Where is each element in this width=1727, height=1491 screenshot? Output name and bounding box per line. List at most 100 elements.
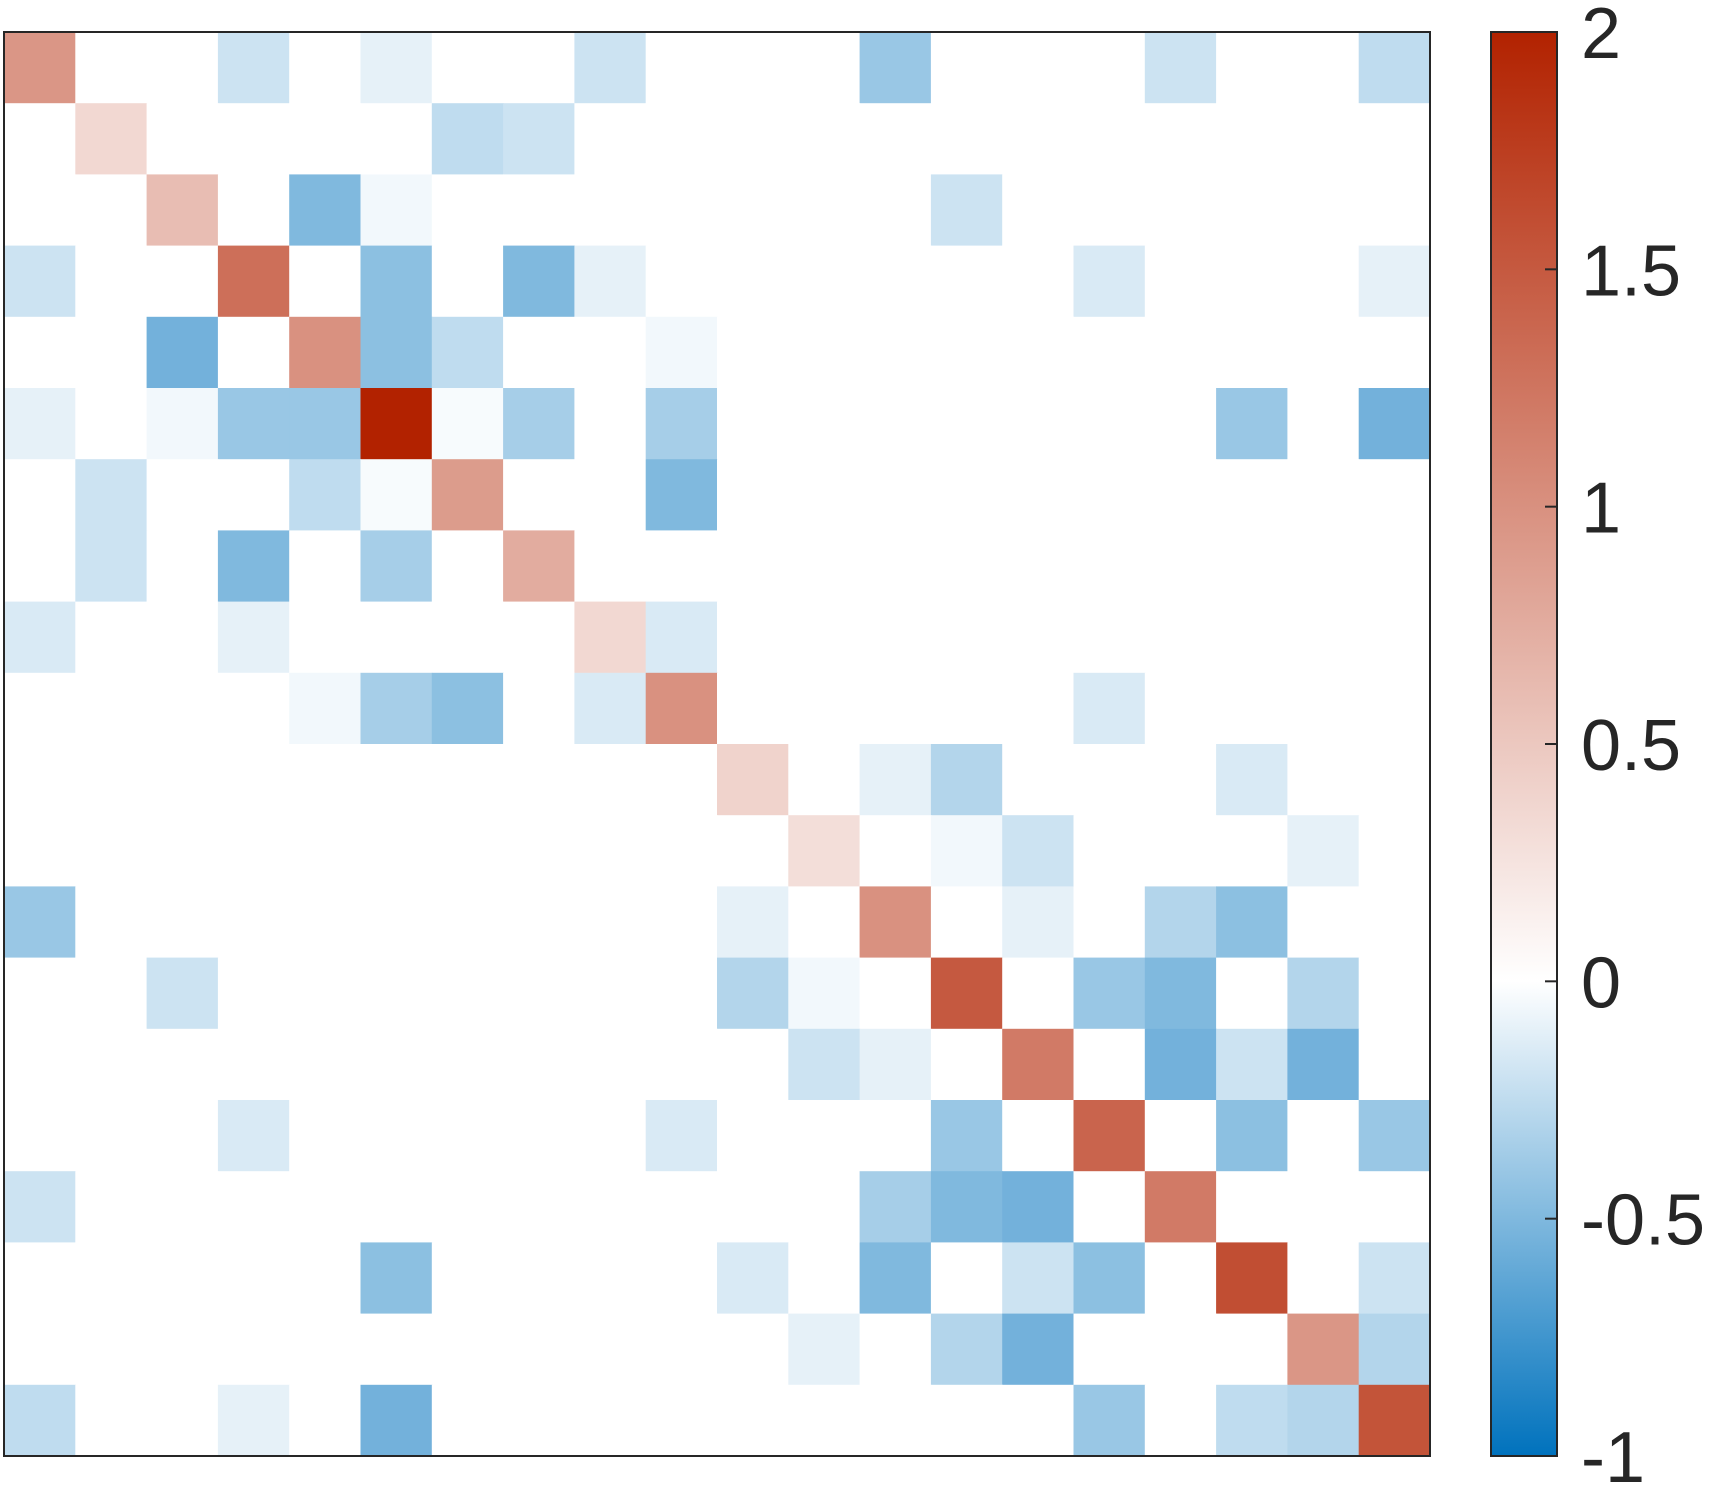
- heatmap-cell: [503, 1242, 575, 1315]
- heatmap-cell: [4, 316, 76, 389]
- heatmap-cell: [930, 530, 1003, 603]
- heatmap-cell: [146, 1100, 219, 1172]
- heatmap-cell: [1287, 1100, 1360, 1172]
- heatmap-cell: [645, 174, 718, 247]
- heatmap-cell: [4, 1313, 76, 1386]
- heatmap-cell: [360, 672, 433, 745]
- heatmap-cell: [574, 1028, 647, 1101]
- heatmap-cell: [1073, 316, 1146, 389]
- heatmap-cell: [75, 174, 148, 247]
- heatmap-cell: [788, 1100, 861, 1172]
- heatmap-cell: [930, 601, 1003, 674]
- heatmap-cell: [289, 1028, 362, 1101]
- heatmap-cell: [859, 672, 932, 745]
- heatmap-cell: [217, 245, 290, 318]
- heatmap-cell: [431, 1028, 504, 1101]
- heatmap-cell: [1358, 1384, 1431, 1457]
- heatmap-cell: [75, 388, 148, 460]
- heatmap-cell: [574, 672, 647, 745]
- heatmap-cell: [1287, 459, 1360, 531]
- heatmap-cell: [431, 103, 504, 175]
- heatmap-cell: [930, 1313, 1003, 1386]
- heatmap-cell: [75, 672, 148, 745]
- heatmap-cell: [431, 815, 504, 887]
- heatmap-cell: [574, 388, 647, 460]
- heatmap-cell: [1144, 886, 1217, 959]
- heatmap-cell: [930, 174, 1003, 247]
- heatmap-cell: [574, 1384, 647, 1457]
- heatmap-cell: [1216, 744, 1288, 816]
- heatmap-cell: [360, 316, 433, 389]
- heatmap-cell: [1216, 316, 1288, 389]
- heatmap-cell: [75, 103, 148, 175]
- heatmap-cell: [360, 1313, 433, 1386]
- heatmap-cell: [930, 1028, 1003, 1101]
- heatmap-cell: [217, 601, 290, 674]
- heatmap-cell: [1144, 744, 1217, 816]
- heatmap-cell: [1358, 459, 1431, 531]
- heatmap-cell: [4, 1028, 76, 1101]
- heatmap-cell: [217, 815, 290, 887]
- heatmap-cell: [1073, 103, 1146, 175]
- heatmap-cell: [4, 1384, 76, 1457]
- heatmap-cell: [930, 744, 1003, 816]
- heatmap-cell: [1144, 601, 1217, 674]
- heatmap-cell: [1073, 1384, 1146, 1457]
- heatmap-cell: [859, 530, 932, 603]
- heatmap-cell: [1073, 1028, 1146, 1101]
- heatmap-cell: [1002, 886, 1075, 959]
- heatmap-cell: [788, 1242, 861, 1315]
- heatmap-cell: [1144, 1313, 1217, 1386]
- heatmap-cell: [788, 174, 861, 247]
- heatmap-cell: [1287, 1171, 1360, 1243]
- heatmap-cell: [503, 174, 575, 247]
- heatmap-cell: [503, 459, 575, 531]
- colorbar-tick-label: 0.5: [1581, 706, 1681, 786]
- heatmap-cell: [360, 744, 433, 816]
- heatmap-cell: [717, 744, 789, 816]
- heatmap-cells: [4, 32, 1431, 1457]
- heatmap-cell: [1002, 815, 1075, 887]
- heatmap-cell: [1144, 1171, 1217, 1243]
- heatmap-cell: [431, 174, 504, 247]
- heatmap-cell: [431, 1384, 504, 1457]
- heatmap-cell: [1287, 1384, 1360, 1457]
- heatmap-cell: [360, 601, 433, 674]
- heatmap-cell: [1073, 174, 1146, 247]
- heatmap-cell: [75, 245, 148, 318]
- heatmap-cell: [146, 601, 219, 674]
- heatmap-cell: [788, 672, 861, 745]
- heatmap-cell: [217, 1242, 290, 1315]
- heatmap-cell: [574, 174, 647, 247]
- heatmap-cell: [574, 1100, 647, 1172]
- heatmap-cell: [1216, 601, 1288, 674]
- heatmap-cell: [503, 601, 575, 674]
- heatmap-cell: [1073, 32, 1146, 104]
- heatmap-cell: [4, 174, 76, 247]
- heatmap-cell: [431, 316, 504, 389]
- heatmap-cell: [1002, 174, 1075, 247]
- heatmap-cell: [289, 1171, 362, 1243]
- heatmap-cell: [574, 459, 647, 531]
- heatmap-cell: [431, 530, 504, 603]
- heatmap-cell: [717, 886, 789, 959]
- heatmap-cell: [1144, 1384, 1217, 1457]
- heatmap-cell: [788, 1028, 861, 1101]
- heatmap-cell: [4, 744, 76, 816]
- heatmap-cell: [4, 245, 76, 318]
- heatmap-cell: [1287, 601, 1360, 674]
- heatmap-cell: [645, 815, 718, 887]
- heatmap-cell: [1216, 1100, 1288, 1172]
- heatmap-cell: [1144, 316, 1217, 389]
- heatmap-cell: [1358, 815, 1431, 887]
- heatmap-cell: [788, 815, 861, 887]
- heatmap-cell: [788, 886, 861, 959]
- heatmap-cell: [360, 530, 433, 603]
- heatmap-cell: [146, 1171, 219, 1243]
- heatmap-cell: [645, 459, 718, 531]
- heatmap-cell: [1287, 32, 1360, 104]
- heatmap-cell: [645, 316, 718, 389]
- colorbar-tick-label: 2: [1581, 0, 1621, 74]
- heatmap-cell: [75, 1313, 148, 1386]
- heatmap-cell: [146, 815, 219, 887]
